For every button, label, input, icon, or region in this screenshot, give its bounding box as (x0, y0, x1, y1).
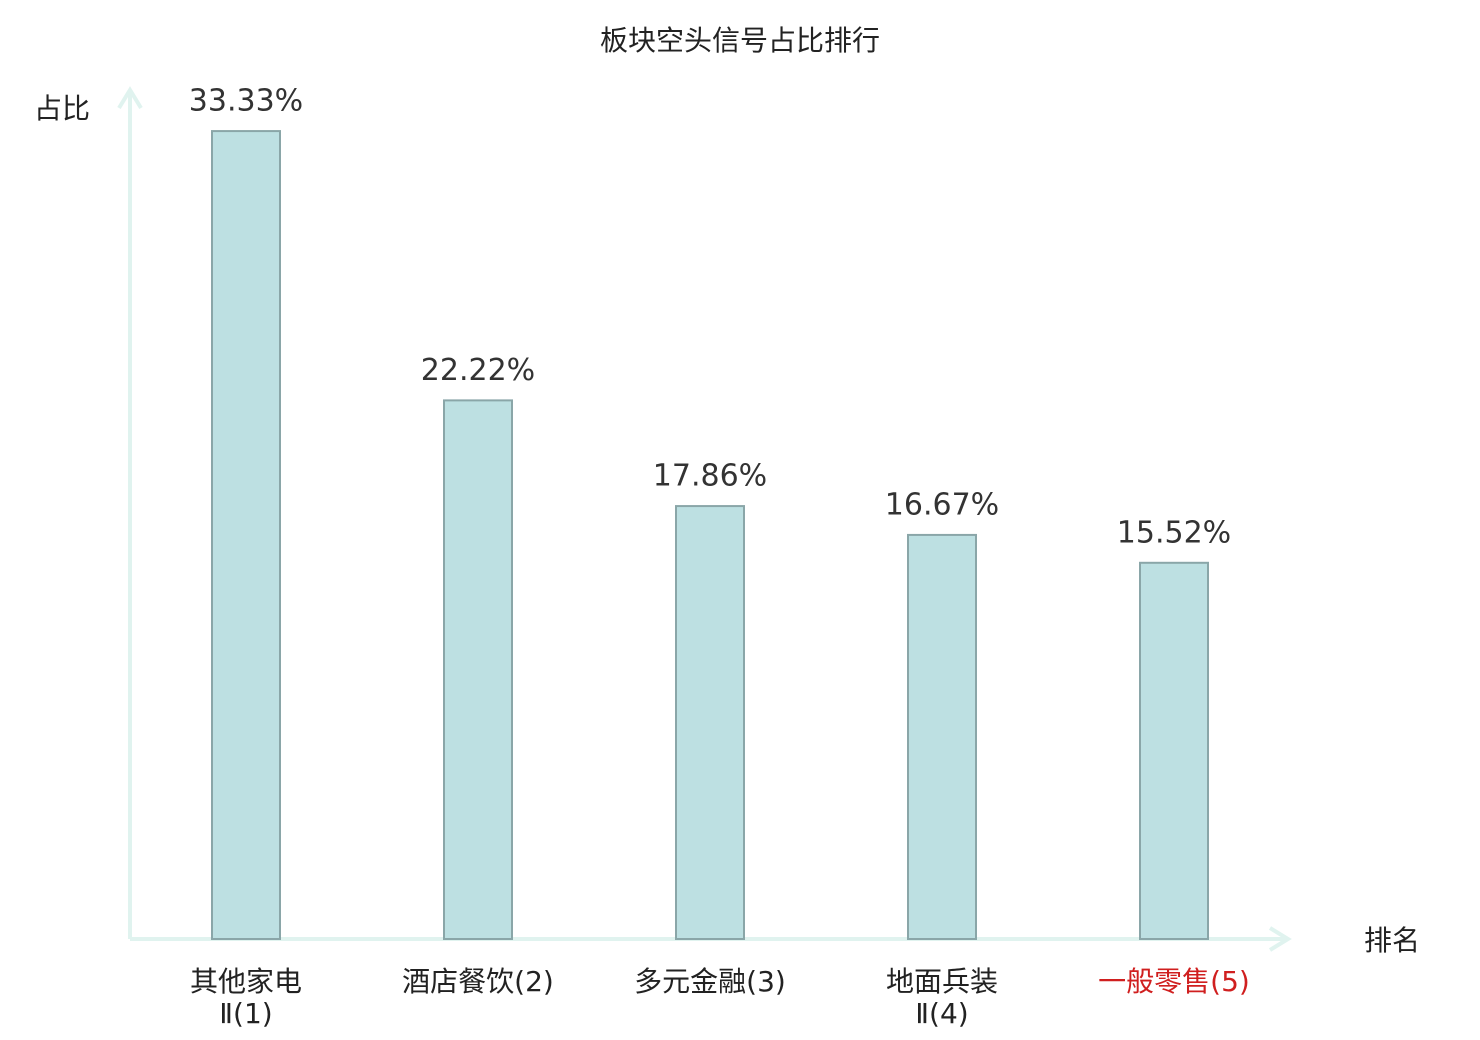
bar (675, 505, 745, 940)
x-tick-label: 地面兵装 Ⅱ(4) (886, 965, 998, 1030)
y-axis (117, 86, 143, 939)
x-tick-label: 一般零售(5) (1098, 965, 1250, 998)
value-label: 33.33% (189, 84, 303, 119)
bar (907, 533, 977, 940)
x-axis-label: 排名 (1364, 924, 1420, 957)
value-label: 22.22% (421, 353, 535, 388)
y-axis-label: 占比 (34, 92, 90, 125)
value-label: 15.52% (1117, 515, 1231, 550)
x-tick-label: 其他家电 Ⅱ(1) (190, 965, 302, 1030)
value-label: 16.67% (885, 487, 999, 522)
bar (1139, 561, 1209, 941)
value-label: 17.86% (653, 459, 767, 494)
x-tick-label: 多元金融(3) (634, 965, 786, 998)
bar (443, 399, 513, 940)
x-tick-label: 酒店餐饮(2) (402, 965, 554, 998)
chart-title: 板块空头信号占比排行 (600, 24, 880, 57)
bar (211, 130, 281, 940)
